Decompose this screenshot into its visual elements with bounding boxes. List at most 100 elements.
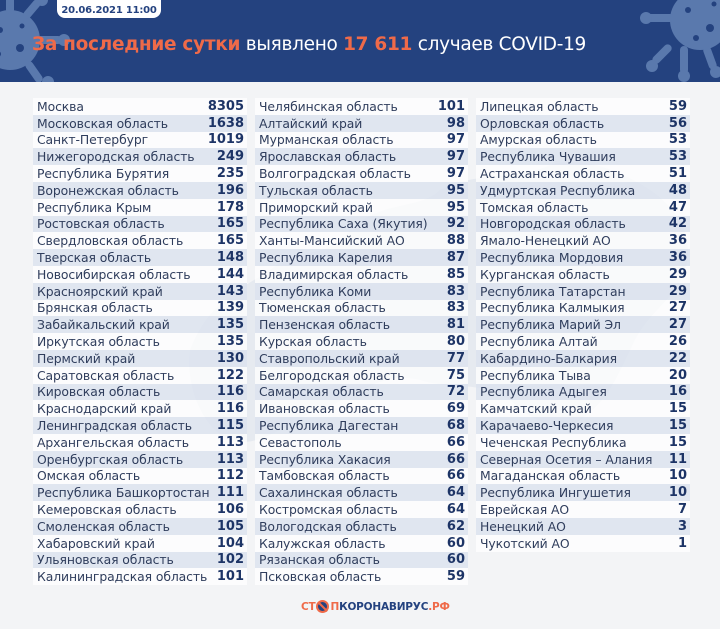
region-row: Орловская область 56 — [476, 114, 690, 132]
region-row: Республика Дагестан 68 — [255, 417, 468, 434]
region-case-count: 83 — [446, 300, 465, 316]
region-case-count: 178 — [216, 199, 244, 215]
region-row: Республика Саха (Якутия) 92 — [255, 215, 468, 233]
region-row: Свердловская область 165 — [33, 232, 247, 250]
region-case-count: 106 — [216, 502, 244, 518]
region-row: Республика Марий Эл 27 — [476, 316, 690, 334]
region-name: Приморский край — [259, 199, 373, 215]
region-name: Северная Осетия – Алания — [480, 451, 653, 467]
region-row: Челябинская область 101 — [255, 98, 468, 115]
region-name: Владимирская область — [259, 266, 409, 282]
region-row: Владимирская область 85 — [255, 265, 468, 283]
region-name: Омская область — [37, 468, 141, 484]
region-name: Тверская область — [37, 250, 152, 266]
region-row: Республика Калмыкия 27 — [476, 299, 690, 317]
region-name: Брянская область — [37, 300, 153, 316]
region-name: Магаданская область — [480, 468, 621, 484]
region-name: Белгородская область — [259, 367, 405, 383]
region-case-count: 148 — [216, 250, 244, 266]
region-name: Смоленская область — [37, 518, 170, 534]
region-row: Республика Бурятия 235 — [33, 165, 247, 182]
logo-part-coronavirus: КОРОНАВИРУС — [339, 600, 429, 613]
region-name: Тамбовская область — [259, 468, 390, 484]
region-row: Пензенская область 81 — [255, 316, 468, 334]
region-case-count: 135 — [216, 317, 244, 333]
region-row: Удмуртская Республика 48 — [476, 181, 690, 199]
region-name: Республика Алтай — [480, 334, 598, 350]
region-case-count: 16 — [668, 384, 687, 400]
region-case-count: 77 — [446, 350, 465, 366]
region-name: Республика Хакасия — [259, 451, 391, 467]
region-row: Астраханская область 51 — [476, 165, 690, 182]
headline-count: 17 611 — [343, 34, 413, 55]
region-case-count: 29 — [668, 283, 687, 299]
region-row: Санкт-Петербург 1019 — [33, 131, 247, 149]
region-row: Костромская область 64 — [255, 501, 468, 518]
region-case-count: 143 — [216, 283, 244, 299]
region-name: Калужская область — [259, 535, 386, 551]
region-row: Кемеровская область 106 — [33, 501, 247, 518]
region-case-count: 27 — [668, 300, 687, 316]
region-case-count: 42 — [668, 216, 687, 232]
region-case-count: 10 — [668, 468, 687, 484]
region-name: Севастополь — [259, 434, 342, 450]
region-row: Архангельская область 113 — [33, 433, 247, 451]
header-banner: 20.06.2021 11:00 За последние сутки выяв… — [0, 0, 720, 82]
region-name: Костромская область — [259, 502, 398, 518]
region-row: Чукотский АО 1 — [476, 534, 690, 552]
region-name: Пермский край — [37, 350, 136, 366]
region-case-count: 144 — [216, 266, 244, 282]
region-name: Курская область — [259, 334, 367, 350]
region-case-count: 66 — [446, 468, 465, 484]
region-case-count: 53 — [668, 132, 687, 148]
region-row: Ханты-Мансийский АО 88 — [255, 232, 468, 250]
region-name: Самарская область — [259, 384, 384, 400]
region-name: Кемеровская область — [37, 502, 177, 518]
region-row: Московская область 1638 — [33, 114, 247, 132]
region-row: Ульяновская область 102 — [33, 551, 247, 569]
region-case-count: 249 — [216, 149, 244, 165]
region-case-count: 165 — [216, 233, 244, 249]
date-badge: 20.06.2021 11:00 — [57, 0, 161, 18]
region-case-count: 75 — [446, 367, 465, 383]
region-case-count: 135 — [216, 334, 244, 350]
region-name: Ставропольский край — [259, 350, 400, 366]
region-case-count: 53 — [668, 149, 687, 165]
region-case-count: 112 — [216, 468, 244, 484]
region-case-count: 97 — [446, 149, 465, 165]
region-row: Республика Алтай 26 — [476, 333, 690, 350]
region-name: Республика Крым — [37, 199, 152, 215]
virus-right-icon — [640, 0, 720, 82]
region-name: Хабаровский край — [37, 535, 155, 551]
region-case-count: 130 — [216, 350, 244, 366]
region-row: Тульская область 95 — [255, 181, 468, 199]
region-row: Ростовская область 165 — [33, 215, 247, 233]
region-name: Республика Марий Эл — [480, 317, 621, 333]
region-name: Республика Калмыкия — [480, 300, 625, 316]
region-name: Калининградская область — [37, 569, 208, 585]
region-row: Рязанская область 60 — [255, 551, 468, 569]
region-row: Кировская область 116 — [33, 383, 247, 401]
region-row: Республика Карелия 87 — [255, 249, 468, 266]
region-case-count: 165 — [216, 216, 244, 232]
region-name: Ростовская область — [37, 216, 165, 232]
region-name: Нижегородская область — [37, 149, 195, 165]
region-name: Псковская область — [259, 569, 382, 585]
region-name: Воронежская область — [37, 182, 179, 198]
region-row: Краснодарский край 116 — [33, 400, 247, 418]
region-name: Еврейская АО — [480, 502, 569, 518]
region-name: Республика Ингушетия — [480, 485, 631, 501]
region-case-count: 1019 — [207, 132, 244, 148]
region-name: Республика Саха (Якутия) — [259, 216, 428, 232]
region-name: Тюменская область — [259, 300, 386, 316]
region-case-count: 116 — [216, 384, 244, 400]
region-row: Республика Тыва 20 — [476, 366, 690, 384]
region-row: Республика Коми 83 — [255, 282, 468, 300]
logo-part-st: СТ — [301, 600, 316, 613]
region-case-count: 11 — [668, 451, 687, 467]
region-name: Ханты-Мансийский АО — [259, 233, 405, 249]
region-case-count: 102 — [216, 552, 244, 568]
region-name: Чеченская Республика — [480, 434, 627, 450]
region-name: Челябинская область — [259, 98, 398, 114]
region-row: Волгоградская область 97 — [255, 165, 468, 182]
